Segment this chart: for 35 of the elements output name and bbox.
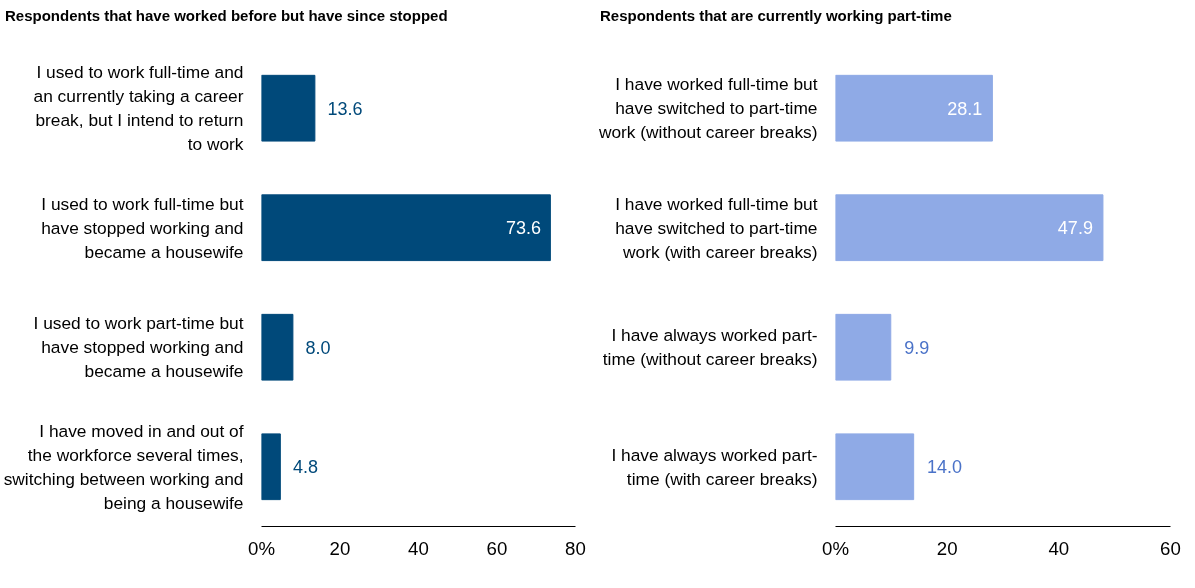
bar xyxy=(261,314,294,382)
x-tick-label: 80 xyxy=(565,537,586,559)
data-label: 28.1 xyxy=(947,99,983,120)
bar xyxy=(835,314,892,382)
x-tick-label: 40 xyxy=(1048,537,1070,559)
data-label: 4.8 xyxy=(292,457,318,478)
y-tick-label: I have moved in and out of the workforce several times, switching between working and being a housewife xyxy=(3,421,244,514)
y-tick-label: I have always worked part-time (with career breaks) xyxy=(611,445,818,490)
data-label: 13.6 xyxy=(327,99,363,120)
y-tick-label: I have always worked part-time (without career breaks) xyxy=(602,325,818,370)
y-tick-label: I used to work full-time and an currently taking a career break, but I intend to return to work xyxy=(33,62,244,155)
bar xyxy=(835,75,993,142)
y-tick-label: I used to work full-time but have stopped working and became a housewife xyxy=(41,194,244,263)
bar xyxy=(261,433,281,501)
x-tick-label: 60 xyxy=(1160,537,1181,559)
bar xyxy=(835,194,1104,262)
data-label: 73.6 xyxy=(505,218,541,239)
data-label: 9.9 xyxy=(904,338,930,359)
chart-title: Respondents that have worked before but have since stopped xyxy=(5,6,448,26)
bar xyxy=(835,433,915,501)
data-label: 8.0 xyxy=(305,338,331,359)
x-tick-label: 0% xyxy=(822,537,849,559)
y-tick-label: I have worked full-time but have switched to part-time work (without career breaks) xyxy=(597,74,818,143)
chart-title: Respondents that are currently working part-time xyxy=(600,6,952,26)
data-label: 47.9 xyxy=(1057,218,1093,239)
data-label: 14.0 xyxy=(927,457,963,478)
y-tick-label: I used to work part-time but have stopped working and became a housewife xyxy=(33,313,244,382)
x-tick-label: 60 xyxy=(486,537,508,559)
y-tick-label: I have worked full-time but have switched to part-time work (with career breaks) xyxy=(615,194,818,263)
bar xyxy=(261,75,316,142)
x-tick-label: 0% xyxy=(248,537,275,559)
x-tick-label: 20 xyxy=(329,537,351,559)
x-tick-label: 20 xyxy=(936,537,958,559)
bar xyxy=(261,194,551,262)
x-tick-label: 40 xyxy=(408,537,429,559)
